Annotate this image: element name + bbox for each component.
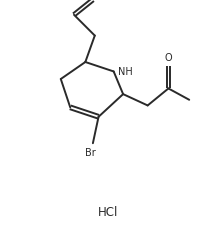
- Text: Br: Br: [85, 147, 96, 157]
- Text: NH: NH: [118, 66, 133, 76]
- Text: O: O: [165, 53, 172, 63]
- Text: HCl: HCl: [98, 205, 118, 218]
